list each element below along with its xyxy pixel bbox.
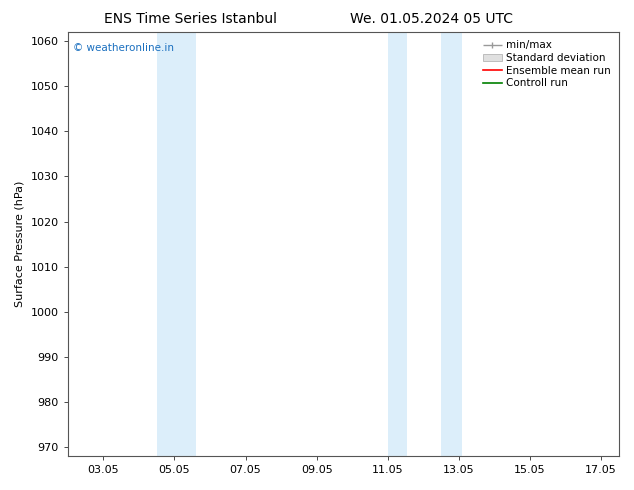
Bar (388, 32, 408, 456)
Legend: min/max, Standard deviation, Ensemble mean run, Controll run: min/max, Standard deviation, Ensemble me… (480, 37, 614, 92)
Text: © weatheronline.in: © weatheronline.in (73, 43, 174, 53)
Bar (157, 32, 196, 456)
Text: ENS Time Series Istanbul: ENS Time Series Istanbul (104, 12, 276, 26)
Text: We. 01.05.2024 05 UTC: We. 01.05.2024 05 UTC (349, 12, 513, 26)
Bar (441, 32, 462, 456)
Y-axis label: Surface Pressure (hPa): Surface Pressure (hPa) (15, 181, 25, 307)
